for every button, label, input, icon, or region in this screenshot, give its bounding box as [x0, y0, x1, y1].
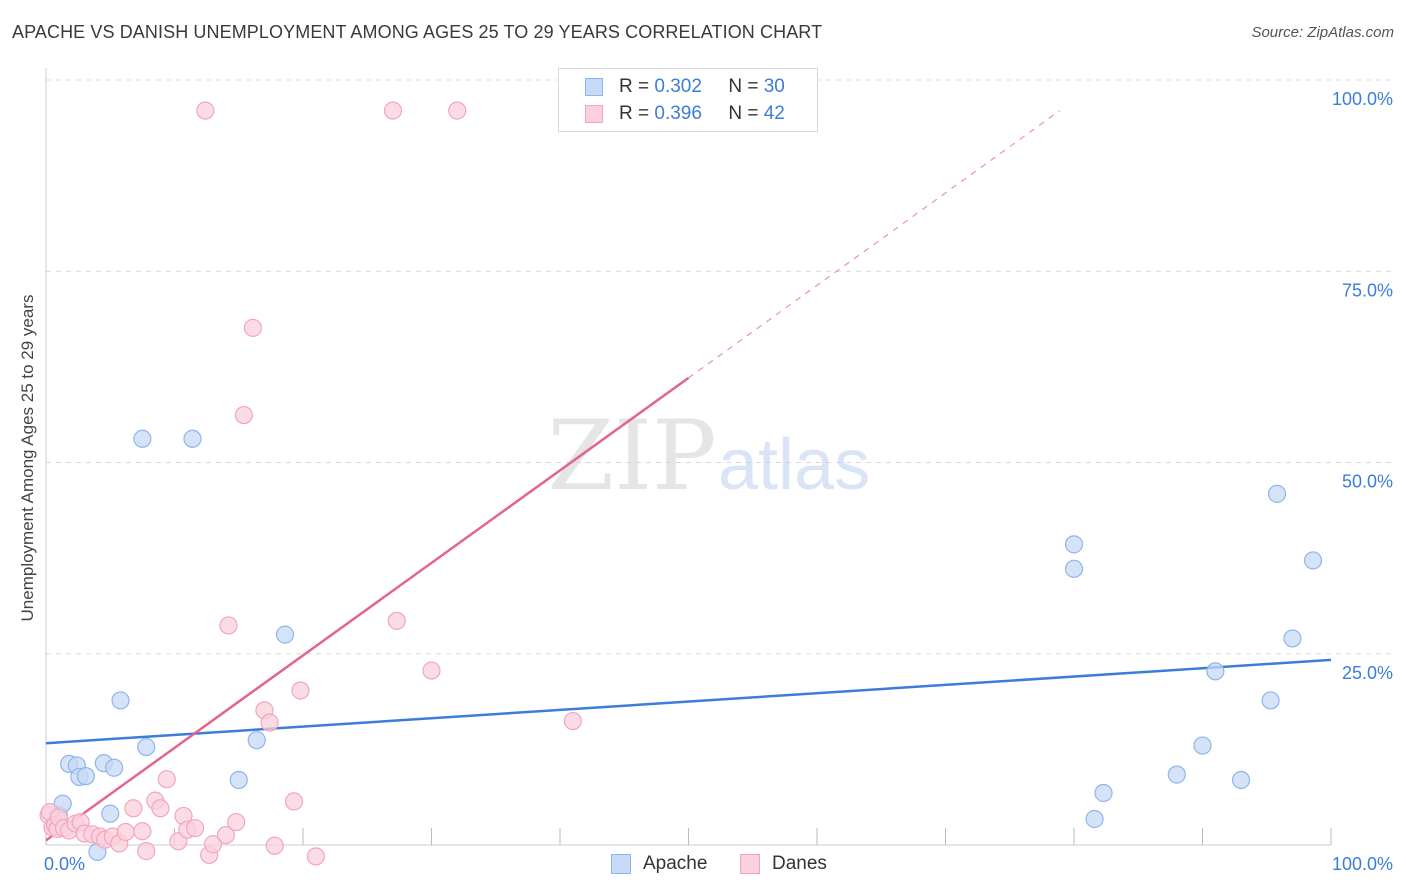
stats-legend: R = 0.302 N = 30 R = 0.396 N = 42 — [558, 68, 818, 132]
n-value: 30 — [763, 76, 785, 97]
r-label: R = — [619, 103, 650, 124]
point-danes — [219, 616, 238, 635]
grid-lines — [46, 79, 1391, 655]
r-value: 0.302 — [654, 76, 702, 97]
point-apache — [183, 429, 202, 448]
point-apache — [101, 804, 120, 823]
n-label: N = — [728, 76, 759, 97]
point-danes — [422, 661, 441, 680]
point-apache — [247, 731, 266, 750]
point-apache — [1193, 736, 1212, 755]
apache-swatch — [585, 78, 603, 96]
point-danes — [185, 819, 205, 838]
y-tick-label: 25.0% — [1342, 663, 1393, 683]
point-danes — [387, 611, 406, 630]
y-axis-label: Unemployment Among Ages 25 to 29 years — [18, 294, 37, 622]
watermark-atlas: atlas — [718, 425, 870, 505]
point-danes — [234, 405, 253, 425]
point-apache — [1283, 629, 1302, 648]
point-apache — [1085, 809, 1104, 829]
point-danes — [383, 101, 403, 120]
point-danes — [116, 822, 135, 842]
data-points — [39, 101, 1323, 866]
point-apache — [1206, 662, 1225, 681]
point-danes — [265, 836, 284, 855]
point-apache — [105, 758, 124, 777]
chart-title: APACHE VS DANISH UNEMPLOYMENT AMONG AGES… — [12, 22, 823, 42]
point-apache — [1064, 535, 1084, 554]
trend-line-danes — [45, 376, 690, 842]
point-danes — [203, 835, 223, 854]
point-apache — [1231, 770, 1251, 790]
r-label: R = — [619, 76, 650, 97]
point-danes — [291, 681, 310, 700]
point-danes — [243, 318, 262, 337]
point-apache — [1267, 484, 1287, 503]
y-tick-label: 75.0% — [1342, 280, 1393, 300]
point-danes — [196, 101, 215, 120]
point-danes — [157, 770, 176, 789]
point-apache — [1167, 765, 1186, 784]
trend-line-extension-danes — [688, 110, 1061, 379]
point-apache — [137, 737, 156, 757]
point-apache — [1303, 551, 1323, 570]
point-apache — [275, 625, 295, 644]
point-apache — [229, 770, 248, 790]
n-label: N = — [728, 103, 759, 124]
point-danes — [284, 792, 304, 811]
point-danes — [563, 711, 582, 731]
y-tick-label: 100.0% — [1332, 89, 1393, 109]
point-apache — [76, 767, 95, 786]
point-apache — [111, 691, 130, 710]
point-danes — [137, 842, 156, 861]
trend-line-apache — [45, 658, 1332, 745]
r-value: 0.396 — [654, 103, 702, 124]
point-danes — [448, 101, 467, 120]
tick-labels: 25.0% 50.0% 75.0% 100.0% 0.0% 100.0% — [44, 89, 1393, 874]
point-apache — [1064, 559, 1084, 578]
point-danes — [227, 812, 246, 832]
point-apache — [1094, 783, 1113, 803]
watermark-zip: ZIP — [547, 400, 716, 512]
legend-label-danes: Danes — [772, 853, 827, 874]
n-value: 42 — [763, 103, 785, 124]
source-label: Source: ZipAtlas.com — [1251, 24, 1394, 41]
point-danes — [124, 799, 143, 818]
series-legend: Apache Danes — [0, 852, 1406, 878]
x-tick-label-start: 0.0% — [44, 854, 85, 874]
x-tick-label-end: 100.0% — [1332, 854, 1393, 874]
point-danes — [260, 713, 279, 732]
point-danes — [151, 799, 170, 818]
y-tick-label: 50.0% — [1342, 472, 1393, 492]
danes-swatch — [585, 105, 603, 123]
point-apache — [133, 429, 152, 448]
apache-legend-swatch — [611, 854, 631, 874]
point-danes — [133, 822, 152, 841]
legend-label-apache: Apache — [643, 853, 708, 874]
point-apache — [1261, 691, 1280, 710]
danes-legend-swatch — [740, 854, 760, 874]
trend-lines — [45, 110, 1332, 842]
point-danes — [216, 825, 235, 845]
point-danes — [306, 847, 325, 866]
